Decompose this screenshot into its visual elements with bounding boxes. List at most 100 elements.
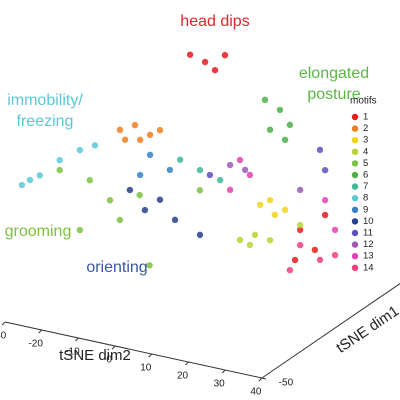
x-tick xyxy=(1,321,6,326)
annotation: head dips xyxy=(180,13,249,30)
point xyxy=(126,186,134,194)
point xyxy=(251,231,259,239)
legend-label: 2 xyxy=(363,123,368,134)
point xyxy=(146,151,154,158)
point xyxy=(321,196,329,204)
point xyxy=(206,171,214,179)
legend-swatch xyxy=(351,195,359,202)
point xyxy=(311,246,319,254)
legend-title: motifs xyxy=(350,96,377,107)
point xyxy=(91,142,99,149)
legend-swatch xyxy=(351,229,359,237)
point xyxy=(141,206,149,214)
legend-label: 6 xyxy=(363,170,368,181)
point xyxy=(36,172,44,179)
point xyxy=(276,106,284,114)
point xyxy=(171,216,179,224)
point xyxy=(261,96,269,104)
point xyxy=(321,211,329,219)
x-tick xyxy=(221,369,226,374)
legend-swatch xyxy=(351,148,359,155)
x-tick xyxy=(185,361,189,366)
point xyxy=(116,126,124,134)
point xyxy=(166,166,174,174)
legend-swatch xyxy=(351,125,359,132)
point xyxy=(136,191,143,199)
point xyxy=(286,266,294,274)
point xyxy=(186,51,194,58)
legend-swatch xyxy=(351,206,359,213)
point xyxy=(176,156,184,163)
legend-swatch xyxy=(351,137,359,144)
point xyxy=(56,156,63,164)
point xyxy=(106,197,114,204)
point xyxy=(56,166,63,174)
point xyxy=(226,161,234,169)
legend-label: 4 xyxy=(363,146,368,157)
y-axis xyxy=(261,282,400,379)
point xyxy=(136,136,144,144)
point xyxy=(146,262,153,269)
point xyxy=(156,126,164,134)
point xyxy=(316,256,324,264)
point xyxy=(316,146,324,154)
point xyxy=(76,146,84,154)
x-tick-label: 10 xyxy=(140,363,152,374)
annotation: posture xyxy=(307,86,360,103)
legend-label: 12 xyxy=(363,239,374,250)
x-tick xyxy=(75,337,79,342)
point xyxy=(266,126,274,133)
point xyxy=(296,226,304,234)
legend-label: 7 xyxy=(363,181,368,192)
y-tick-label: -50 xyxy=(279,378,294,389)
x-tick-label: 30 xyxy=(214,379,226,390)
point xyxy=(266,196,274,204)
point xyxy=(296,241,304,249)
point xyxy=(331,251,339,259)
legend-swatch xyxy=(351,218,359,225)
legend-swatch xyxy=(351,113,359,121)
point xyxy=(196,187,204,194)
point xyxy=(281,136,289,144)
legend-swatch xyxy=(351,160,359,167)
point xyxy=(296,221,304,229)
legend-label: 5 xyxy=(363,158,368,169)
point xyxy=(156,196,164,203)
y-axis-label: tSNE dim1 xyxy=(333,302,400,356)
point xyxy=(281,206,289,214)
legend-label: 8 xyxy=(363,193,368,204)
point xyxy=(196,166,204,174)
y-tick xyxy=(261,377,267,380)
x-tick xyxy=(148,353,153,358)
x-tick xyxy=(38,329,43,334)
point xyxy=(271,211,279,218)
x-tick-label: -20 xyxy=(28,339,43,350)
point xyxy=(146,131,154,138)
point xyxy=(241,166,249,174)
point xyxy=(196,231,204,239)
x-tick-label: -10 xyxy=(65,347,80,358)
legend-swatch xyxy=(351,171,359,179)
x-tick-label: -30 xyxy=(0,331,7,342)
point xyxy=(236,156,244,164)
x-tick-label: 20 xyxy=(177,371,189,382)
legend-swatch xyxy=(351,264,359,271)
x-tick-label: 40 xyxy=(250,387,262,398)
point xyxy=(136,171,144,179)
point xyxy=(76,226,84,234)
legend-label: 10 xyxy=(363,216,374,227)
point xyxy=(291,256,299,264)
legend-swatch xyxy=(351,183,359,190)
point xyxy=(216,176,224,184)
point xyxy=(226,186,234,194)
point xyxy=(131,121,139,129)
annotation: grooming xyxy=(5,223,72,240)
x-tick xyxy=(111,345,116,350)
point xyxy=(321,166,329,174)
annotation: immobility/ xyxy=(7,92,83,109)
point xyxy=(26,176,34,184)
point xyxy=(256,201,264,208)
point xyxy=(266,236,274,244)
annotation: freezing xyxy=(17,113,74,130)
